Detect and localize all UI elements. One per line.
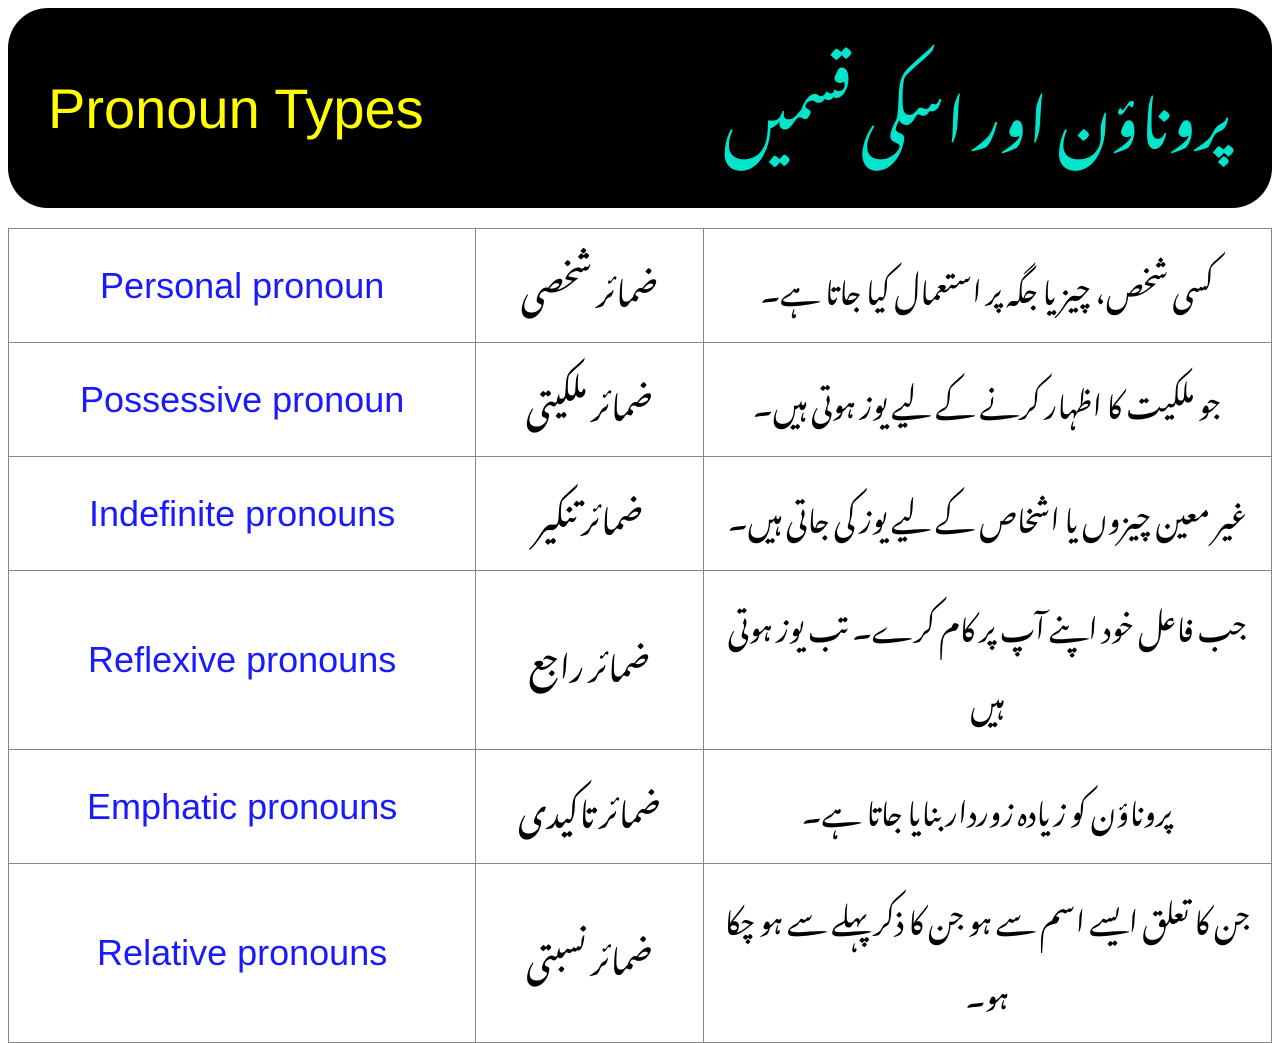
english-cell: Reflexive pronouns	[9, 571, 476, 750]
table-row: Relative pronouns ضمائر نسبتی جن کا تعلق…	[9, 864, 1272, 1043]
table-body: Personal pronoun ضمائر شخصی کسی شخص، چیز…	[9, 229, 1272, 1043]
english-cell: Emphatic pronouns	[9, 750, 476, 864]
urdu-name-cell: ضمائر تنکیر	[476, 457, 703, 571]
urdu-name-cell: ضمائر شخصی	[476, 229, 703, 343]
pronoun-types-table: Personal pronoun ضمائر شخصی کسی شخص، چیز…	[8, 228, 1272, 1043]
urdu-name-cell: ضمائر ملکیتی	[476, 343, 703, 457]
urdu-desc-cell: جو ملکیت کا اظہار کرنے کے لیے یوز ہوتی ہ…	[703, 343, 1271, 457]
urdu-desc-cell: جن کا تعلق ایسے اسم سے ہو جن کا ذکر پہلے…	[703, 864, 1271, 1043]
urdu-desc-cell: پروناؤن کو زیادہ زوردار بنایا جاتا ہے۔	[703, 750, 1271, 864]
english-cell: Personal pronoun	[9, 229, 476, 343]
table-row: Personal pronoun ضمائر شخصی کسی شخص، چیز…	[9, 229, 1272, 343]
urdu-desc-cell: غیر معین چیزوں یا اشخاص کے لیے یوز کی جا…	[703, 457, 1271, 571]
english-cell: Indefinite pronouns	[9, 457, 476, 571]
urdu-name-cell: ضمائر راجع	[476, 571, 703, 750]
table-row: Reflexive pronouns ضمائر راجع جب فاعل خو…	[9, 571, 1272, 750]
page-header: Pronoun Types پروناؤن اور اسکی قسمیں	[8, 8, 1272, 208]
urdu-desc-cell: جب فاعل خود اپنے آپ پر کام کرے۔ تب یوز ہ…	[703, 571, 1271, 750]
title-urdu: پروناؤن اور اسکی قسمیں	[723, 28, 1232, 188]
urdu-desc-cell: کسی شخص، چیز یا جگہ پر استعمال کیا جاتا …	[703, 229, 1271, 343]
urdu-name-cell: ضمائر نسبتی	[476, 864, 703, 1043]
english-cell: Relative pronouns	[9, 864, 476, 1043]
table-row: Emphatic pronouns ضمائر تاکیدی پروناؤن ک…	[9, 750, 1272, 864]
title-english: Pronoun Types	[48, 76, 424, 141]
urdu-name-cell: ضمائر تاکیدی	[476, 750, 703, 864]
table-row: Indefinite pronouns ضمائر تنکیر غیر معین…	[9, 457, 1272, 571]
english-cell: Possessive pronoun	[9, 343, 476, 457]
table-row: Possessive pronoun ضمائر ملکیتی جو ملکیت…	[9, 343, 1272, 457]
